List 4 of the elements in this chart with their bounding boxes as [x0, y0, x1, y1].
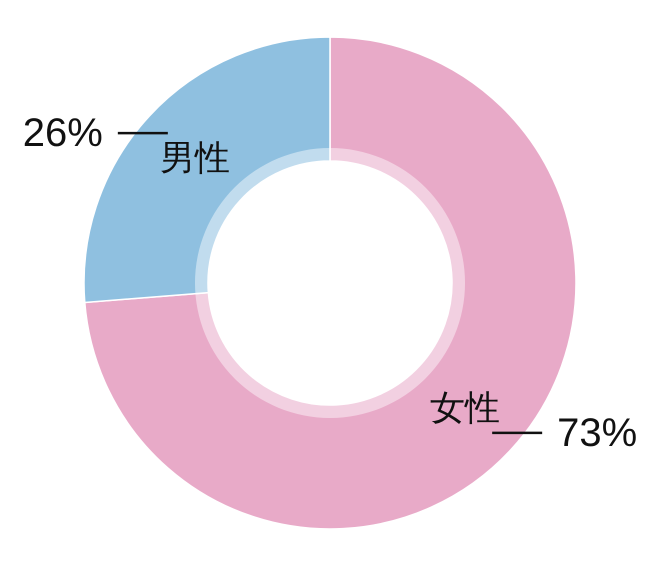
slice-label: 男性: [160, 138, 230, 178]
data-label: 73%: [557, 410, 638, 455]
data-label: 26%: [22, 111, 103, 156]
slice-label: 女性: [430, 388, 500, 428]
